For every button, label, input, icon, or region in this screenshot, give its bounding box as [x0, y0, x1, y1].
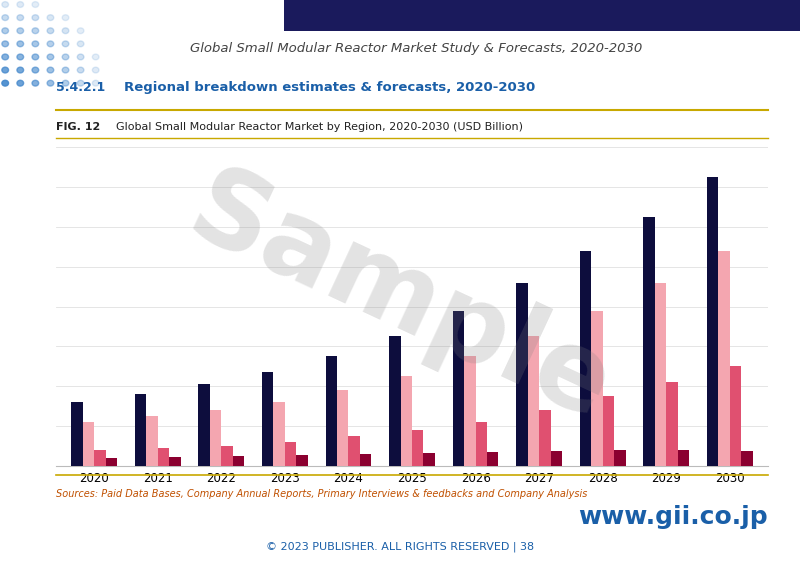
Circle shape [32, 67, 38, 73]
Bar [487, 452, 498, 466]
Circle shape [2, 80, 9, 86]
Text: Global Small Modular Reactor Market Study & Forecasts, 2020-2030: Global Small Modular Reactor Market Stud… [190, 41, 642, 55]
Circle shape [62, 67, 69, 73]
Circle shape [17, 15, 24, 20]
Text: www.gii.co.jp: www.gii.co.jp [578, 505, 768, 529]
Circle shape [78, 80, 84, 86]
Circle shape [47, 28, 54, 34]
Circle shape [92, 80, 99, 86]
Bar [360, 454, 371, 466]
Circle shape [2, 41, 9, 47]
Circle shape [47, 41, 54, 47]
Bar [643, 217, 655, 466]
Circle shape [2, 54, 9, 60]
Circle shape [32, 54, 38, 60]
Bar [539, 410, 550, 466]
Circle shape [62, 28, 69, 34]
Bar [730, 366, 742, 466]
Text: Sources: Paid Data Bases, Company Annual Reports, Primary Interviews & feedbacks: Sources: Paid Data Bases, Company Annual… [56, 489, 587, 499]
Text: FIG. 12: FIG. 12 [56, 122, 100, 132]
Bar [453, 311, 464, 466]
Bar [516, 282, 528, 466]
Bar [82, 422, 94, 466]
Bar [326, 357, 337, 466]
Circle shape [62, 41, 69, 47]
Circle shape [47, 15, 54, 20]
Bar [71, 402, 82, 466]
Bar [412, 430, 423, 466]
Circle shape [78, 67, 84, 73]
Circle shape [2, 67, 9, 73]
Bar [614, 450, 626, 466]
Circle shape [47, 54, 54, 60]
Circle shape [17, 67, 24, 73]
Circle shape [78, 54, 84, 60]
Bar [94, 450, 106, 466]
Circle shape [32, 2, 38, 7]
Bar [285, 442, 296, 466]
Circle shape [78, 41, 84, 47]
Circle shape [2, 2, 9, 7]
Bar [233, 456, 244, 466]
Bar [423, 453, 435, 466]
Bar [135, 394, 146, 466]
Bar [198, 384, 210, 466]
Text: 5.4.2.1: 5.4.2.1 [56, 81, 106, 94]
Circle shape [2, 15, 9, 20]
Bar [337, 390, 349, 466]
Bar [591, 311, 602, 466]
Bar [707, 177, 718, 466]
Bar [146, 416, 158, 466]
Circle shape [32, 41, 38, 47]
Bar [655, 282, 666, 466]
Bar [169, 457, 181, 466]
Bar [210, 410, 222, 466]
Bar [742, 450, 753, 466]
Circle shape [78, 28, 84, 34]
Bar [550, 451, 562, 466]
Bar [106, 458, 117, 466]
Circle shape [47, 80, 54, 86]
Circle shape [32, 80, 38, 86]
Bar [464, 357, 475, 466]
Circle shape [62, 15, 69, 20]
Circle shape [92, 67, 99, 73]
Circle shape [17, 28, 24, 34]
Text: Global Small Modular Reactor Market by Region, 2020-2030 (USD Billion): Global Small Modular Reactor Market by R… [116, 122, 523, 132]
Bar [602, 396, 614, 466]
Bar [580, 251, 591, 466]
Bar [475, 422, 487, 466]
Circle shape [62, 80, 69, 86]
Text: Sample: Sample [173, 156, 627, 443]
Circle shape [47, 67, 54, 73]
Circle shape [32, 15, 38, 20]
Circle shape [62, 54, 69, 60]
Bar [274, 402, 285, 466]
Bar [678, 450, 689, 466]
Circle shape [17, 54, 24, 60]
Bar [528, 336, 539, 466]
Circle shape [92, 54, 99, 60]
Circle shape [32, 28, 38, 34]
Bar [401, 376, 412, 466]
Bar [349, 436, 360, 466]
Bar [262, 372, 274, 466]
Circle shape [2, 28, 9, 34]
Circle shape [17, 80, 24, 86]
Bar [158, 448, 169, 466]
Bar [666, 383, 678, 466]
Bar [718, 251, 730, 466]
Text: © 2023 PUBLISHER. ALL RIGHTS RESERVED | 38: © 2023 PUBLISHER. ALL RIGHTS RESERVED | … [266, 542, 534, 552]
Bar [296, 455, 308, 466]
Bar [222, 446, 233, 466]
Text: Regional breakdown estimates & forecasts, 2020-2030: Regional breakdown estimates & forecasts… [124, 81, 535, 94]
Bar [389, 336, 401, 466]
Circle shape [17, 41, 24, 47]
Circle shape [17, 2, 24, 7]
